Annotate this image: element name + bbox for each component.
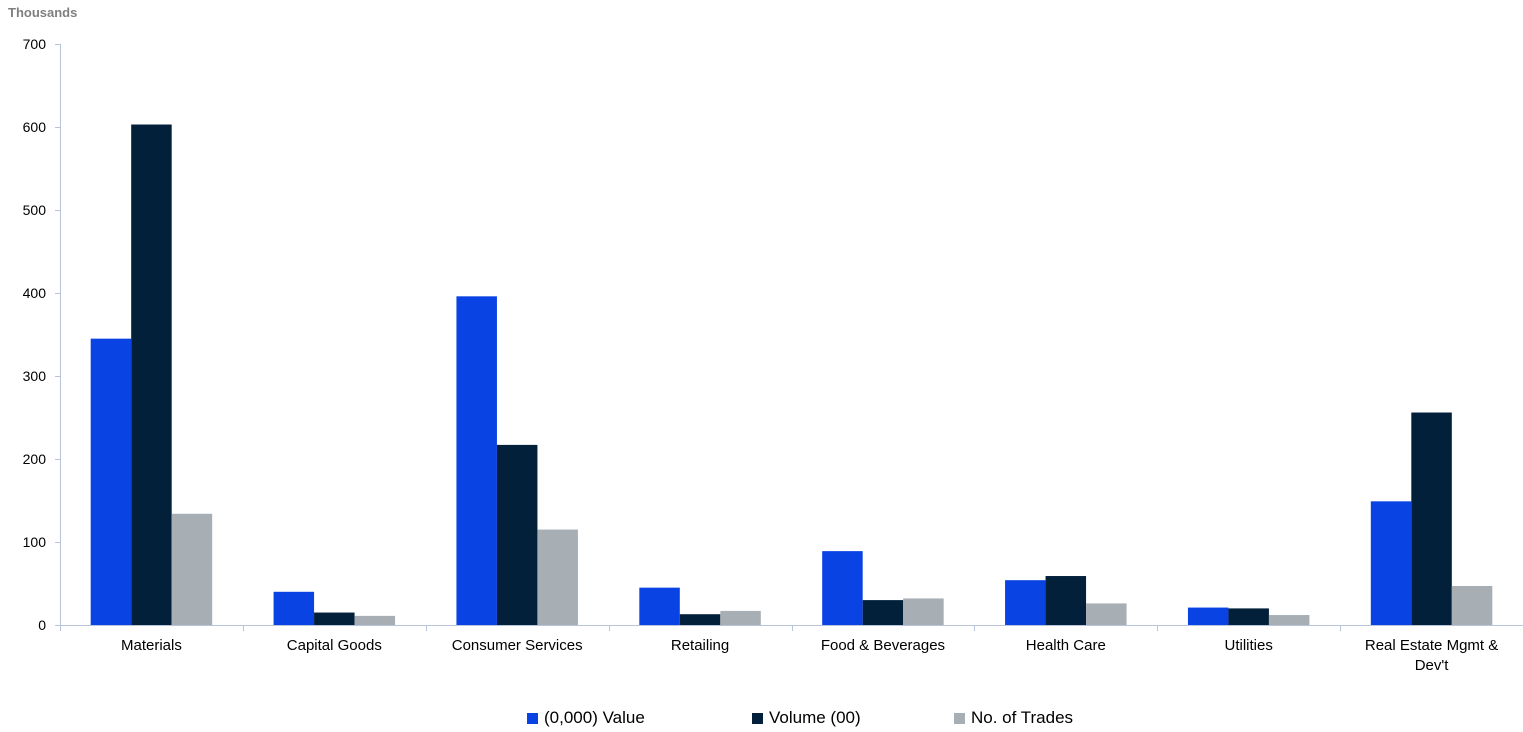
bar: [1005, 580, 1046, 625]
bar: [1228, 608, 1269, 625]
bar: [862, 600, 904, 625]
bar: [90, 338, 132, 625]
bar: [903, 598, 944, 625]
bar: [537, 529, 578, 625]
bar: [1045, 576, 1087, 625]
legend-label: (0,000) Value: [544, 708, 645, 727]
bar: [314, 612, 355, 625]
legend-swatch: [527, 712, 538, 724]
bar: [679, 614, 721, 625]
bar: [496, 444, 538, 625]
bar: [354, 615, 396, 625]
x-category-label: Utilities: [1225, 637, 1273, 654]
bar: [1451, 585, 1493, 625]
y-tick-label: 100: [23, 534, 47, 550]
x-category-label: Dev't: [1415, 657, 1450, 674]
bar: [171, 513, 213, 625]
bar: [273, 591, 315, 625]
bar: [131, 124, 172, 625]
x-category-label: Materials: [121, 637, 182, 654]
legend-swatch: [752, 712, 763, 724]
bar: [639, 587, 680, 625]
y-tick-label: 700: [23, 36, 47, 52]
x-category-label: Health Care: [1026, 637, 1106, 654]
bar: [1268, 615, 1310, 625]
x-category-label: Retailing: [671, 637, 729, 654]
x-category-label: Capital Goods: [287, 637, 382, 654]
legend-swatch: [954, 712, 965, 724]
y-tick-label: 200: [23, 451, 47, 467]
legend-item: Volume (00): [752, 708, 861, 728]
y-tick-label: 400: [23, 285, 47, 301]
bar: [1370, 501, 1412, 625]
bar: [822, 551, 863, 625]
legend-item: (0,000) Value: [527, 708, 645, 728]
legend-item: No. of Trades: [954, 708, 1073, 728]
y-tick-label: 0: [38, 617, 46, 633]
bar: [1086, 603, 1127, 625]
bar: [720, 610, 761, 625]
bar: [456, 296, 497, 625]
y-tick-label: 300: [23, 368, 47, 384]
bar: [1187, 607, 1229, 625]
legend-label: Volume (00): [769, 708, 861, 727]
y-tick-label: 500: [23, 202, 47, 218]
y-tick-label: 600: [23, 119, 47, 135]
y-axis-unit-label: Thousands: [8, 5, 77, 20]
x-category-label: Consumer Services: [452, 637, 583, 654]
bar: [1411, 412, 1452, 625]
bar-chart: Thousands 0 100 200 300 400 500 600 700 Materials…: [8, 5, 1523, 674]
x-category-label: Real Estate Mgmt &: [1365, 637, 1498, 654]
legend-label: No. of Trades: [971, 708, 1074, 727]
x-category-label: Food & Beverages: [821, 637, 945, 654]
chart-legend: (0,000) Value Volume (00) No. of Trades: [0, 708, 1523, 732]
